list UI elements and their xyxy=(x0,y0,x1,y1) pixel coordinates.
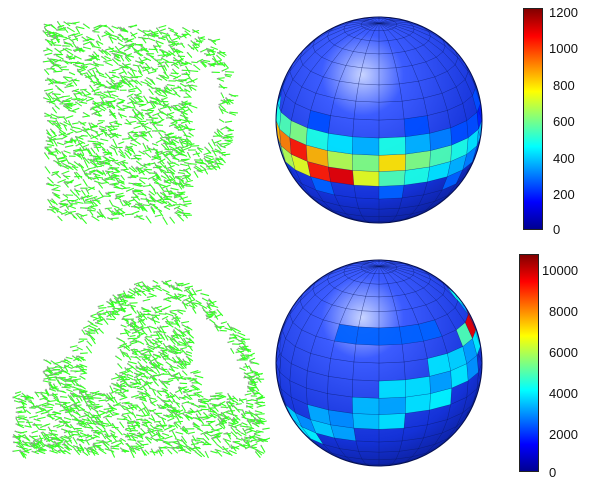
point-cloud-arch xyxy=(8,262,270,462)
colorbar-top-tick: 1000 xyxy=(549,42,578,55)
sphere-histogram-top-plot xyxy=(272,14,487,226)
colorbar-bottom xyxy=(519,254,539,472)
point-cloud-mug-plot xyxy=(30,10,250,235)
colorbar-bottom-tick: 2000 xyxy=(549,428,578,441)
colorbar-bottom-tick: 4000 xyxy=(549,387,578,400)
arch-points xyxy=(12,280,270,458)
sphere-bottom-bins xyxy=(276,260,482,466)
mug-points xyxy=(43,21,238,224)
colorbar-top-tick: 200 xyxy=(553,188,575,201)
sphere-histogram-bottom-plot xyxy=(272,257,487,469)
point-cloud-arch-plot xyxy=(8,262,270,462)
colorbar-top-tick: 600 xyxy=(553,115,575,128)
colorbar-top xyxy=(523,8,543,230)
colorbar-top-tick: 1200 xyxy=(549,6,578,19)
colorbar-top-tick: 0 xyxy=(553,223,560,236)
colorbar-bottom-gradient xyxy=(519,254,539,472)
sphere-top-bins xyxy=(276,17,482,223)
colorbar-bottom-tick: 0 xyxy=(549,466,556,479)
colorbar-top-tick: 800 xyxy=(553,79,575,92)
sphere-histogram-top xyxy=(272,14,487,226)
colorbar-bottom-tick: 10000 xyxy=(542,264,578,277)
colorbar-bottom-tick: 6000 xyxy=(549,346,578,359)
colorbar-top-gradient xyxy=(523,8,543,230)
colorbar-top-tick: 400 xyxy=(553,152,575,165)
point-cloud-mug xyxy=(30,10,250,235)
sphere-histogram-bottom xyxy=(272,257,487,469)
colorbar-bottom-tick: 8000 xyxy=(549,305,578,318)
